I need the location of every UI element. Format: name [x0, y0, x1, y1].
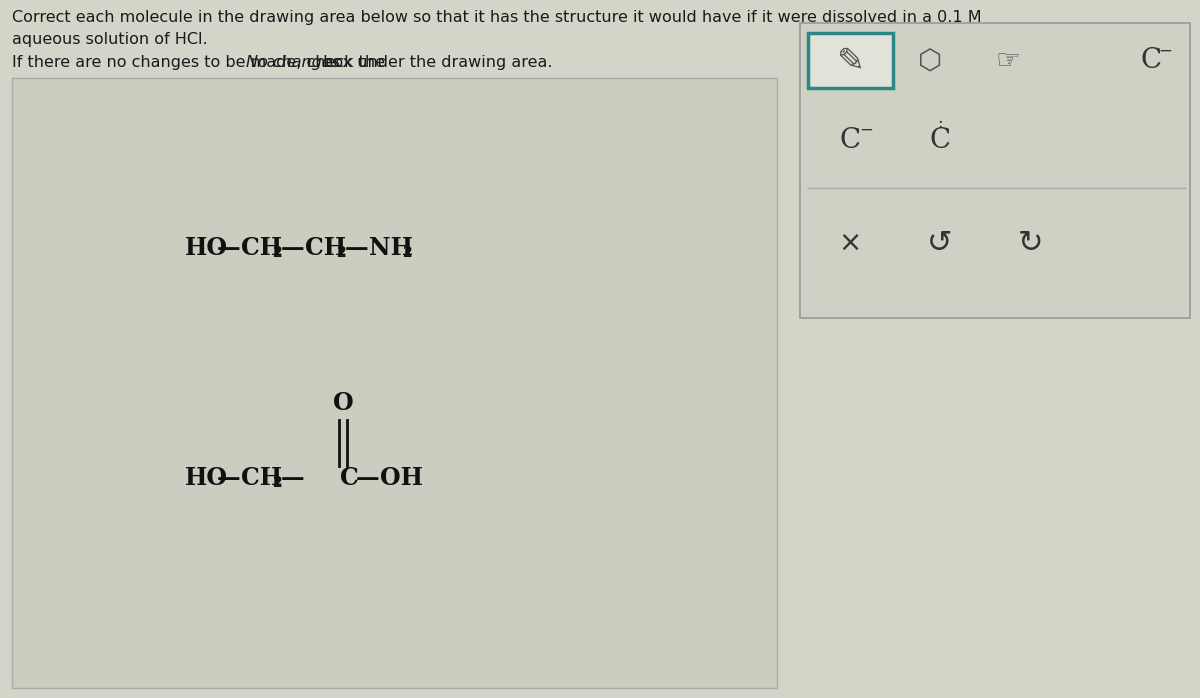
Text: —: —	[217, 236, 241, 260]
Text: NH: NH	[370, 236, 413, 260]
Text: No changes: No changes	[246, 55, 340, 70]
Text: ✎: ✎	[836, 45, 864, 77]
Text: aqueous solution of HCl.: aqueous solution of HCl.	[12, 32, 208, 47]
Text: 2: 2	[336, 246, 346, 260]
Text: C: C	[1140, 47, 1162, 75]
Text: HO: HO	[185, 236, 228, 260]
Text: —: —	[346, 236, 368, 260]
Text: O: O	[332, 391, 353, 415]
Text: —: —	[217, 466, 241, 490]
Text: −: −	[859, 121, 872, 138]
Text: 2: 2	[272, 246, 282, 260]
Text: ×: ×	[839, 229, 862, 257]
Text: 2: 2	[272, 476, 282, 490]
FancyBboxPatch shape	[12, 78, 778, 688]
Text: If there are no changes to be made, check the: If there are no changes to be made, chec…	[12, 55, 390, 70]
Text: CH: CH	[241, 466, 282, 490]
Text: CH: CH	[305, 236, 346, 260]
Text: —: —	[356, 466, 379, 490]
Text: —: —	[281, 236, 305, 260]
Text: Correct each molecule in the drawing area below so that it has the structure it : Correct each molecule in the drawing are…	[12, 10, 982, 25]
FancyBboxPatch shape	[800, 23, 1190, 318]
Text: ☞: ☞	[996, 47, 1020, 75]
Text: :: :	[937, 115, 943, 133]
Text: ↻: ↻	[1018, 228, 1043, 258]
Text: 2: 2	[402, 246, 412, 260]
FancyBboxPatch shape	[808, 33, 893, 88]
Text: box under the drawing area.: box under the drawing area.	[318, 55, 552, 70]
Text: C: C	[340, 466, 359, 490]
Text: CH: CH	[241, 236, 282, 260]
Text: OH: OH	[380, 466, 424, 490]
Text: ↺: ↺	[928, 228, 953, 258]
Text: HO: HO	[185, 466, 228, 490]
Text: −: −	[1158, 43, 1172, 59]
Text: —: —	[281, 466, 305, 490]
Text: C: C	[930, 126, 950, 154]
Text: C: C	[840, 126, 860, 154]
Text: ⬡: ⬡	[918, 47, 942, 75]
